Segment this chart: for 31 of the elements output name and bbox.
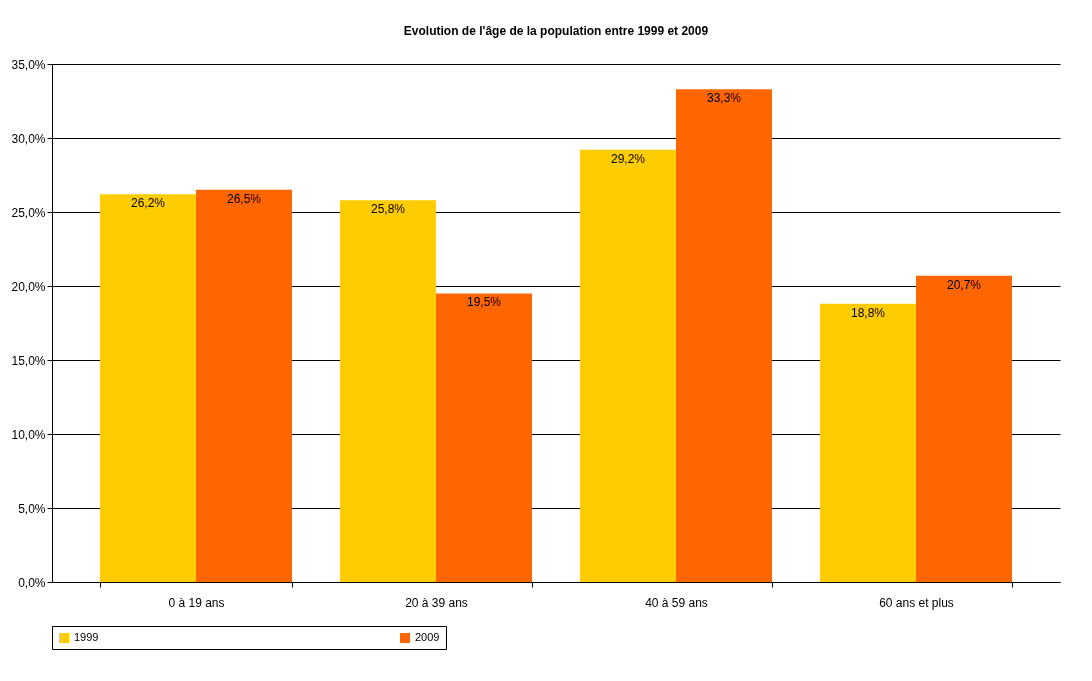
- data-label: 18,8%: [850, 305, 886, 320]
- legend-label: 1999: [74, 631, 99, 643]
- bar: [916, 275, 1012, 582]
- y-tick-label: 35,0%: [11, 57, 46, 72]
- bar: [340, 200, 436, 582]
- data-label: 26,5%: [226, 191, 262, 206]
- data-label: 25,8%: [370, 202, 406, 217]
- x-tick-label: 60 ans et plus: [879, 595, 954, 610]
- y-tick-label: 20,0%: [11, 279, 46, 294]
- bar: [580, 149, 676, 582]
- bar: [100, 194, 196, 582]
- data-label: 19,5%: [466, 295, 502, 310]
- legend-label: 2009: [415, 631, 440, 643]
- data-label: 20,7%: [946, 277, 982, 292]
- data-label: 29,2%: [610, 151, 646, 166]
- y-tick-label: 0,0%: [18, 575, 46, 590]
- data-label: 26,2%: [130, 196, 166, 211]
- y-tick-label: 25,0%: [11, 205, 46, 220]
- bar: [676, 89, 772, 582]
- chart-title: Evolution de l'âge de la population entre 1999 et 2009: [403, 24, 709, 38]
- bar: [436, 293, 532, 582]
- y-tick-label: 30,0%: [11, 131, 46, 146]
- bar: [196, 189, 292, 582]
- x-tick-label: 0 à 19 ans: [168, 595, 225, 610]
- x-tick-label: 40 à 59 ans: [645, 595, 708, 610]
- y-tick-label: 5,0%: [18, 501, 46, 516]
- bar: [820, 303, 916, 582]
- y-tick-label: 15,0%: [11, 353, 46, 368]
- data-label: 33,3%: [706, 91, 742, 106]
- y-tick-label: 10,0%: [11, 427, 46, 442]
- x-tick-label: 20 à 39 ans: [405, 595, 468, 610]
